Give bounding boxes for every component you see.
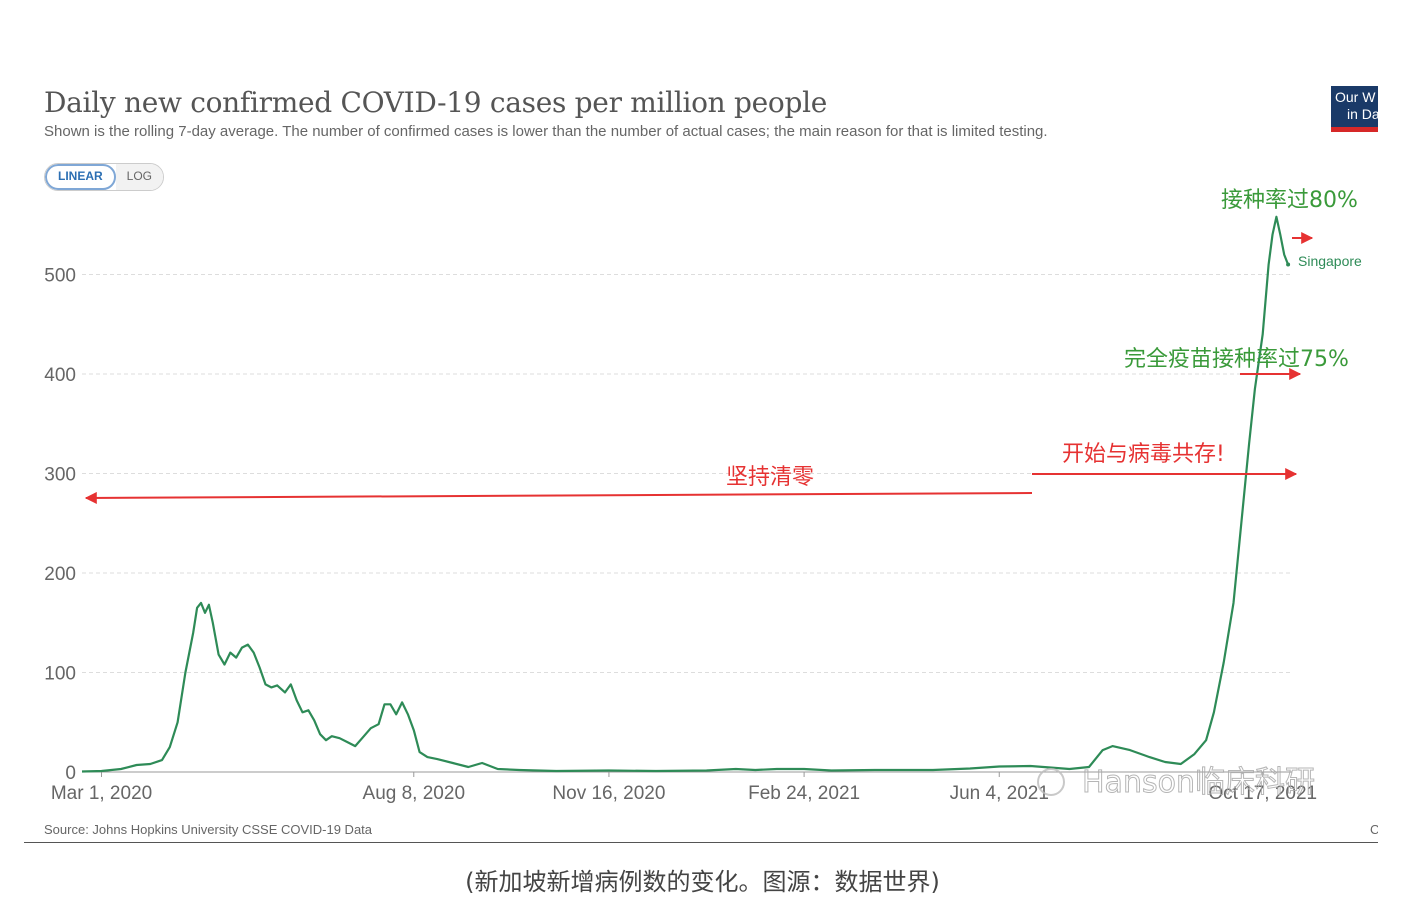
y-tick-label: 100 [44,664,76,685]
annotation-zero: 坚持清零 [726,465,814,490]
annotation-coexist: 开始与病毒共存! [1062,442,1225,467]
owid-logo[interactable]: Our W in Da [1331,86,1378,132]
y-tick-label: 200 [44,564,76,585]
linear-button[interactable]: LINEAR [45,164,116,190]
series-label-singapore: Singapore [1298,253,1362,269]
log-button[interactable]: LOG [115,164,164,190]
zero-covid-arrow [84,491,1033,504]
y-tick-label: 500 [44,266,76,287]
x-tick-label: Jun 4, 2021 [950,783,1049,804]
annotation-vacc80: 接种率过80% [1221,188,1358,213]
x-tick-label: Oct 17, 2021 [1208,783,1317,804]
y-tick-label: 300 [44,465,76,486]
source-note: Source: Johns Hopkins University CSSE CO… [44,822,373,837]
line-chart: 0 100 200 300 400 500 Mar 1, 2020 Aug 8, 2020 No… [44,188,1362,804]
x-tick-label: Feb 24, 2021 [748,783,860,804]
scale-toggle: LINEAR LOG [44,163,165,191]
chart-title: Daily new confirmed COVID-19 cases per m… [44,86,828,119]
figure-caption: (新加坡新增病例数的变化。图源：数据世界) [465,868,940,896]
x-tick-label: Mar 1, 2020 [51,783,152,804]
singapore-series-line [81,215,1290,773]
logo-line-2: in Da [1347,106,1378,122]
chart-panel: Daily new confirmed COVID-19 cases per m… [24,74,1378,843]
singapore-end-point [1286,262,1291,267]
chart-subtitle: Shown is the rolling 7-day average. The … [44,123,1048,140]
y-tick-label: 400 [44,365,76,386]
corner-letter: C [1370,822,1378,837]
wechat-icon [1037,768,1065,796]
watermark-text: Hanson临床科研 [1082,765,1315,800]
x-tick-label: Aug 8, 2020 [363,783,465,804]
logo-line-1: Our W [1335,89,1376,105]
x-tick-label: Nov 16, 2020 [552,783,665,804]
annotation-full75: 完全疫苗接种率过75% [1124,347,1349,372]
y-tick-label: 0 [65,763,76,784]
